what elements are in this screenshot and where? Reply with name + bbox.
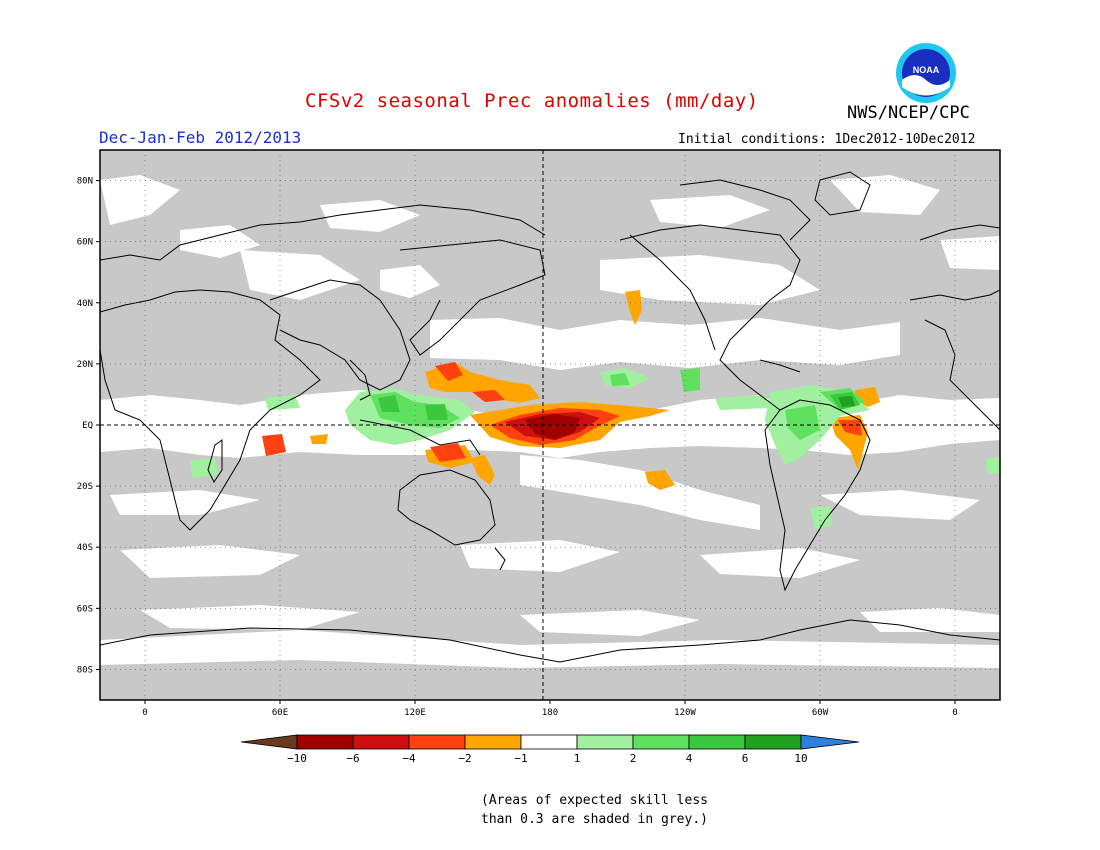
lon-tick-label: 120E <box>404 708 426 718</box>
colorbar-label: 10 <box>794 752 807 765</box>
lon-tick-label: 120W <box>674 708 696 718</box>
lat-tick-label: 20N <box>77 360 93 370</box>
coastlines <box>100 171 1000 663</box>
lat-tick-label: 60N <box>77 238 93 248</box>
colorbar-label: −4 <box>402 752 416 765</box>
lat-tick-label: 40N <box>77 299 93 309</box>
noaa-logo: NOAA <box>896 43 956 103</box>
lon-tick-label: 60E <box>272 708 288 718</box>
colorbar-segment <box>352 734 410 750</box>
season-label: Dec-Jan-Feb 2012/2013 <box>99 128 302 147</box>
lon-tick-label: 0 <box>142 708 147 718</box>
colorbar-arrow-high <box>800 734 860 750</box>
colorbar-label: 1 <box>574 752 581 765</box>
lat-tick-label: 80N <box>77 177 93 187</box>
colorbar-segment <box>576 734 634 750</box>
colorbar-label: −2 <box>458 752 471 765</box>
lat-tick-label: 60S <box>77 604 93 614</box>
colorbar-label: 6 <box>742 752 749 765</box>
colorbar-segment <box>408 734 466 750</box>
lon-tick-label: 0 <box>952 708 957 718</box>
colorbar-arrow-low <box>240 734 298 750</box>
noaa-logo-text: NOAA <box>913 65 940 75</box>
colorbar-segment <box>520 734 578 750</box>
initial-conditions-label: Initial conditions: 1Dec2012-10Dec2012 <box>678 132 976 147</box>
colorbar-segment <box>464 734 522 750</box>
footnote-line-2: than 0.3 are shaded in grey.) <box>481 812 708 827</box>
latitude-axis: 80N 60N 40N 20N EQ 20S 40S 60S 80S <box>77 177 100 675</box>
lat-tick-label: 20S <box>77 482 93 492</box>
longitude-axis: 0 60E 120E 180 120W 60W 0 <box>142 700 958 718</box>
lon-tick-label: 180 <box>542 708 558 718</box>
footnote-line-1: (Areas of expected skill less <box>481 793 708 808</box>
colorbar-label: 4 <box>686 752 693 765</box>
colorbar-segment <box>296 734 354 750</box>
org-label: NWS/NCEP/CPC <box>847 103 970 123</box>
lat-tick-label: 40S <box>77 543 93 553</box>
colorbar-segment <box>744 734 802 750</box>
colorbar-label: −10 <box>287 752 307 765</box>
chart-title: CFSv2 seasonal Prec anomalies (mm/day) <box>305 90 759 112</box>
colorbar-segment <box>688 734 746 750</box>
colorbar-label: 2 <box>630 752 637 765</box>
lat-tick-label: EQ <box>82 421 93 431</box>
colorbar: −10 −6 −4 −2 −1 1 2 4 6 10 <box>240 734 860 765</box>
gridlines <box>100 150 1000 700</box>
colorbar-label: −1 <box>514 752 527 765</box>
colorbar-label: −6 <box>346 752 359 765</box>
colorbar-segment <box>632 734 690 750</box>
lon-tick-label: 60W <box>812 708 829 718</box>
lat-tick-label: 80S <box>77 665 93 675</box>
